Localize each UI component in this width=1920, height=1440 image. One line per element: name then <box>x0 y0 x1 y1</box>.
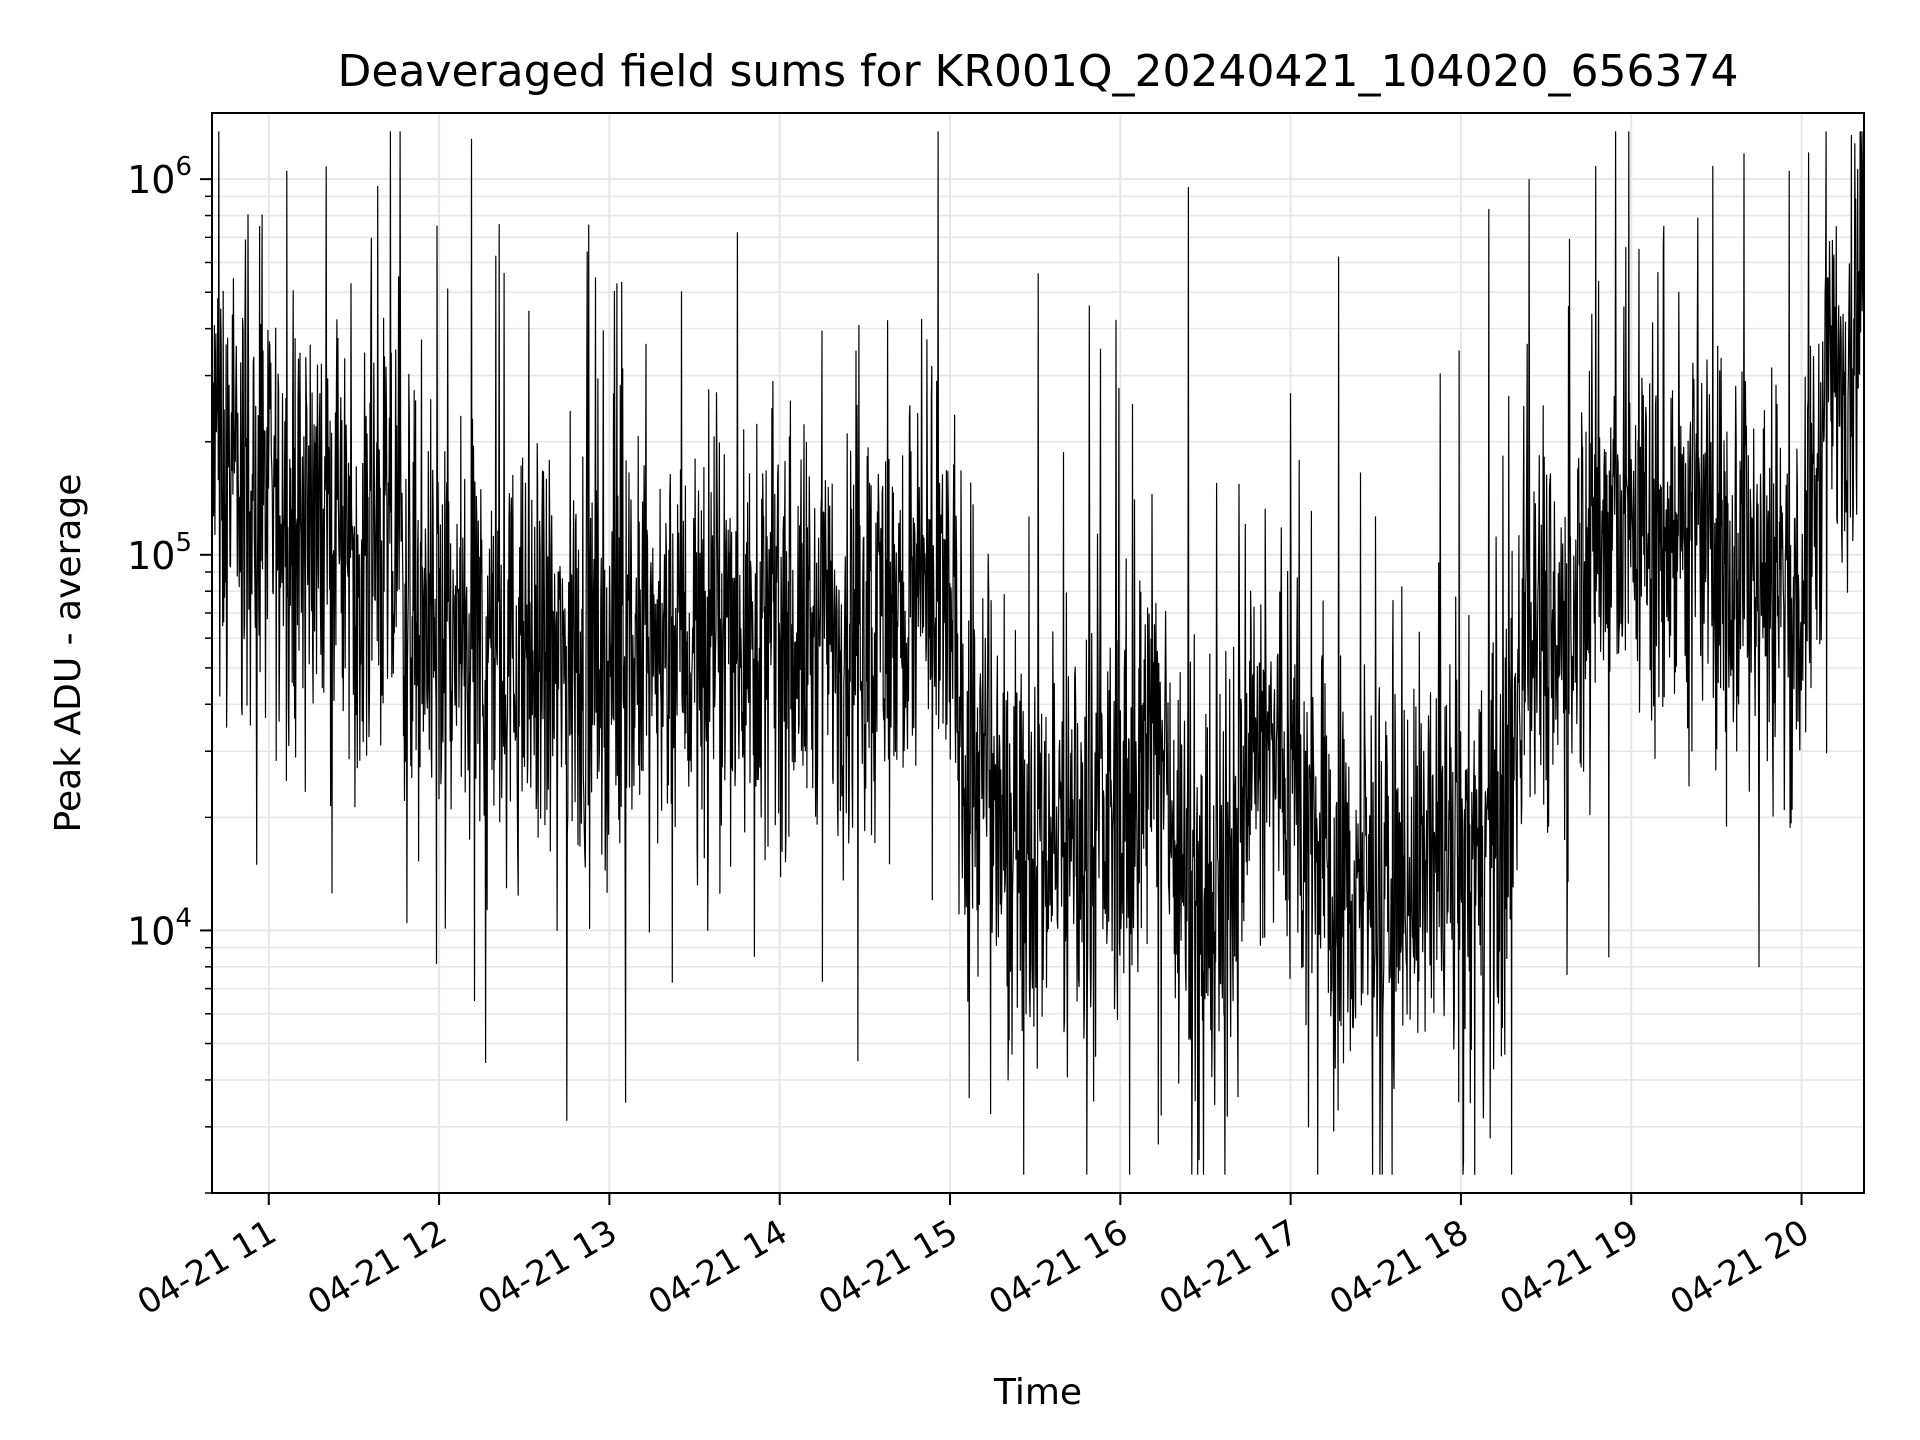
series-polyline <box>211 131 1865 1175</box>
y-ticks: 104 105 106 <box>127 152 212 1194</box>
y-tick-label: 104 <box>127 903 192 953</box>
series-line <box>211 131 1865 1175</box>
y-tick-label: 105 <box>127 528 192 578</box>
plot-frame <box>211 112 1865 1194</box>
y-tick-label: 106 <box>127 152 192 202</box>
x-axis-label: Time <box>993 1372 1082 1413</box>
chart-title: Deaveraged field sums for KR001Q_2024042… <box>338 46 1739 97</box>
y-axis-label: Peak ADU - average <box>48 474 89 833</box>
